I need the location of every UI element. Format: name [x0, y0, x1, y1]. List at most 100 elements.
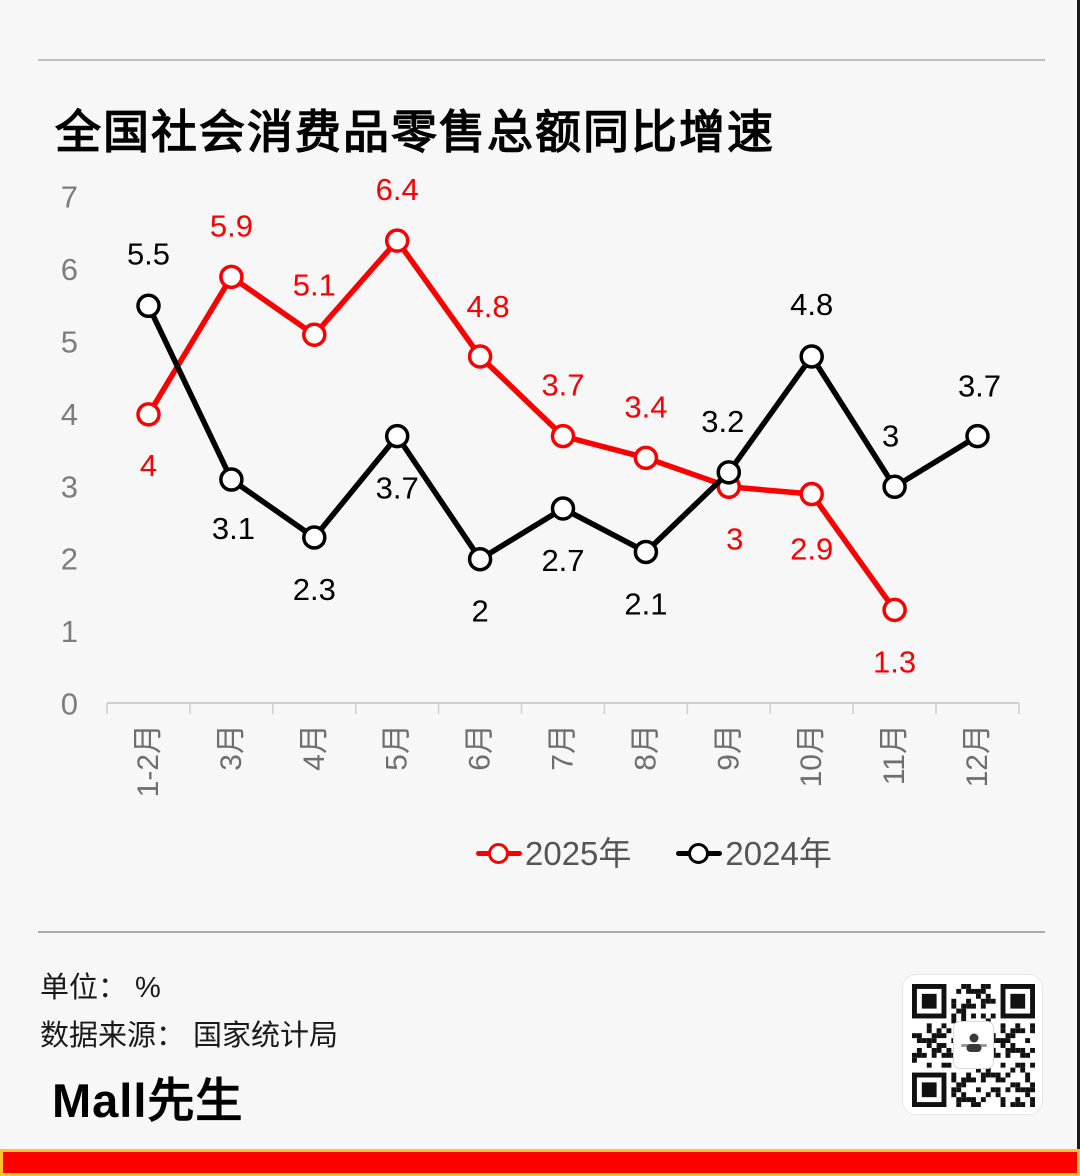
data-point	[799, 344, 824, 369]
data-point	[882, 597, 907, 623]
qr-module	[926, 1043, 932, 1048]
y-axis-label: 4	[61, 397, 78, 432]
data-label: 3.1	[212, 511, 255, 546]
legend-marker-icon	[476, 842, 522, 866]
qr-module	[980, 984, 986, 989]
brand-logo: Mall先生	[52, 1074, 244, 1127]
qr-module	[1020, 1102, 1026, 1107]
data-label: 3.2	[701, 404, 744, 439]
qr-module	[971, 1077, 976, 1083]
qr-module	[1030, 1062, 1035, 1068]
qr-module	[966, 998, 972, 1004]
qr-module	[1000, 1077, 1006, 1083]
qr-module	[975, 1102, 981, 1107]
qr-module	[936, 1028, 942, 1034]
qr-module	[975, 1067, 981, 1073]
bottom-accent-bar	[0, 1149, 1080, 1176]
qr-module	[966, 984, 972, 989]
chart-title: 全国社会消费品零售总额同比增速	[55, 106, 775, 158]
qr-module	[1010, 993, 1026, 1009]
top-divider	[38, 59, 1045, 61]
qr-module	[926, 1023, 932, 1029]
qr-module	[931, 1052, 937, 1058]
qr-module	[1030, 1087, 1035, 1093]
x-axis-label: 4月	[298, 724, 331, 771]
qr-module	[941, 1052, 947, 1058]
qr-module	[951, 1092, 957, 1098]
y-axis-label: 2	[61, 542, 78, 577]
qr-module	[975, 1087, 981, 1093]
qr-module	[1000, 1062, 1006, 1068]
qr-module	[951, 1003, 957, 1009]
qr-module	[1020, 1062, 1026, 1068]
qr-module	[966, 1003, 972, 1009]
qr-module	[985, 984, 991, 989]
qr-module	[1010, 1067, 1016, 1073]
qr-module	[926, 1062, 932, 1068]
qr-module	[941, 1062, 947, 1068]
data-label: 6.4	[376, 172, 419, 207]
data-label: 4.8	[467, 289, 510, 324]
qr-module	[931, 1047, 937, 1053]
qr-module	[921, 993, 937, 1009]
data-point	[302, 525, 327, 550]
qr-module	[995, 1087, 1001, 1093]
qr-module	[951, 1087, 957, 1093]
qr-module	[936, 1033, 942, 1039]
qr-module	[1015, 1023, 1021, 1029]
qr-module	[1000, 1038, 1006, 1044]
qr-module	[961, 1082, 967, 1088]
qr-module	[956, 1102, 962, 1107]
data-point	[882, 474, 907, 500]
qr-module	[956, 988, 962, 994]
qr-module	[931, 1033, 937, 1039]
data-label: 5.9	[210, 208, 253, 243]
qr-module	[1030, 1023, 1035, 1029]
y-axis-label: 1	[61, 614, 78, 649]
data-point	[136, 402, 161, 427]
person-icon	[966, 1033, 982, 1052]
qr-module	[971, 1102, 976, 1107]
data-point	[219, 467, 244, 492]
data-point	[633, 539, 659, 565]
qr-module	[956, 1082, 962, 1088]
qr-module	[1005, 1033, 1011, 1039]
data-point	[467, 344, 493, 369]
x-axis-label: 12月	[961, 724, 994, 787]
data-point	[799, 481, 824, 507]
qr-module	[961, 1092, 967, 1098]
qr-module	[951, 998, 957, 1004]
qr-module	[966, 988, 972, 994]
qr-module	[980, 1003, 986, 1009]
data-point	[550, 423, 576, 449]
qr-module	[961, 1097, 967, 1103]
qr-module	[971, 1013, 976, 1019]
qr-module	[1005, 1047, 1011, 1053]
qr-module	[1025, 1077, 1031, 1083]
qr-module	[985, 1018, 991, 1024]
data-source-label: 数据来源： 国家统计局	[40, 1020, 339, 1052]
qr-module	[980, 1013, 986, 1019]
qr-module	[941, 1023, 947, 1029]
qr-module	[1010, 1033, 1016, 1039]
qr-module	[921, 1082, 937, 1098]
data-point	[467, 546, 493, 572]
qr-module	[985, 1072, 991, 1078]
bottom-divider	[38, 931, 1045, 933]
data-point	[384, 228, 410, 253]
qr-module	[1020, 1052, 1026, 1058]
qr-pattern	[912, 984, 1035, 1107]
data-label: 3	[882, 418, 899, 453]
qr-module	[1015, 1087, 1021, 1093]
qr-module	[980, 1072, 986, 1078]
qr-module	[1010, 1082, 1016, 1088]
qr-module	[1015, 1097, 1021, 1103]
qr-module	[946, 1052, 952, 1058]
data-label: 2	[471, 594, 488, 629]
qr-module	[1025, 1052, 1031, 1058]
data-label: 3.4	[624, 389, 667, 424]
qr-module	[956, 1087, 962, 1093]
qr-module	[926, 1028, 932, 1034]
x-axis-label: 1-2月	[132, 724, 165, 797]
